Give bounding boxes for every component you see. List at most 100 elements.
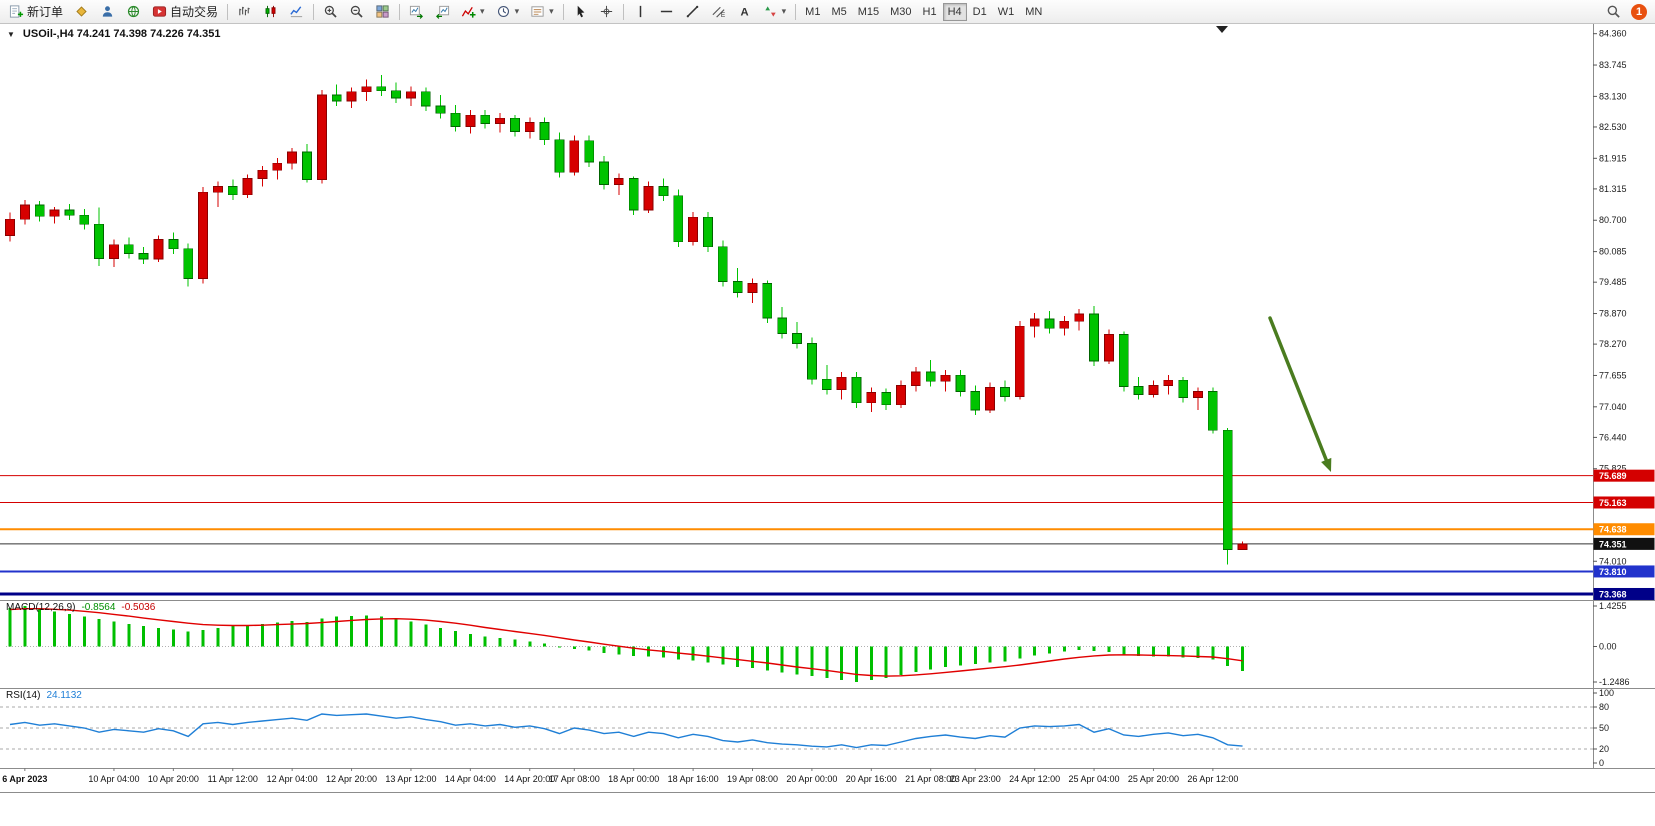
auto-scroll-button[interactable] [404, 1, 429, 23]
rsi-value: 24.1132 [46, 690, 82, 701]
timeframe-button-h4[interactable]: H4 [942, 2, 967, 21]
candle [1029, 313, 1040, 338]
notification-badge[interactable]: 1 [1631, 3, 1647, 20]
macd-indicator-label: MACD(12,26,9) -0.8564 -0.5036 [6, 602, 155, 613]
candle [183, 243, 194, 287]
candle [524, 117, 535, 139]
new-order-icon [9, 5, 24, 18]
bar-chart-button[interactable] [232, 1, 257, 23]
rsi-scale-label: 80 [1599, 702, 1609, 712]
vertical-line-button[interactable] [628, 1, 653, 23]
candle [643, 181, 654, 214]
zoom-in-icon [324, 5, 337, 18]
price-scale-label: 83.745 [1599, 60, 1627, 70]
price-scale-label: 75.825 [1599, 464, 1627, 474]
time-axis-label: 20 Apr 00:00 [786, 774, 837, 784]
market-watch-button[interactable] [95, 1, 120, 23]
auto-trading-button[interactable]: 自动交易 [147, 1, 223, 23]
candle [777, 306, 788, 339]
rsi-indicator-label: RSI(14) 24.1132 [6, 690, 82, 701]
line-chart-button[interactable] [284, 1, 309, 23]
rsi-scale-label: 100 [1599, 688, 1614, 698]
trendline-button[interactable] [680, 1, 705, 23]
chevron-down-icon: ▾ [549, 6, 554, 16]
price-badge: 73.810 [1593, 565, 1655, 578]
rsi-line [9, 713, 1243, 749]
zoom-in-button[interactable] [318, 1, 343, 23]
arrows-button[interactable]: ▾ [758, 1, 792, 23]
time-axis-label: 26 Apr 12:00 [1187, 774, 1238, 784]
indicators-button[interactable]: ▾ [456, 1, 490, 23]
svg-text:73.368: 73.368 [1599, 589, 1627, 599]
macd-scale-label: -1.2486 [1599, 677, 1630, 687]
candle [316, 89, 327, 184]
auto-trading-button-label: 自动交易 [170, 5, 219, 19]
charts-profile-button[interactable] [69, 1, 94, 23]
person-icon [102, 6, 113, 17]
candle [1014, 321, 1025, 400]
candle [138, 246, 149, 265]
charts-profile-icon [76, 6, 87, 17]
collapse-triangle-icon[interactable]: ▼ [7, 30, 15, 39]
price-badge: 74.638 [1593, 523, 1655, 536]
time-axis-label: 25 Apr 20:00 [1128, 774, 1179, 784]
timeframe-button-m1[interactable]: M1 [805, 5, 821, 18]
candle [703, 212, 713, 252]
candle [599, 156, 609, 190]
templates-button[interactable]: ▾ [525, 1, 559, 23]
price-scale-label: 81.915 [1599, 153, 1627, 163]
zoom-out-icon [350, 5, 363, 18]
timeframe-button-m30[interactable]: M30 [890, 5, 912, 18]
new-order-button-label: 新订单 [27, 5, 64, 19]
candle [985, 382, 995, 413]
zoom-out-button[interactable] [344, 1, 369, 23]
bar-chart-icon [239, 6, 250, 16]
candle [435, 94, 446, 119]
candle [1237, 541, 1248, 551]
timeframe-button-m15[interactable]: M15 [857, 5, 880, 18]
new-order-button[interactable]: 新订单 [4, 1, 68, 23]
crosshair-button[interactable] [594, 1, 619, 23]
toolbar-separator [795, 3, 797, 20]
price-scale-label: 83.130 [1599, 91, 1627, 101]
search-button[interactable] [1601, 1, 1626, 23]
candle [153, 235, 164, 263]
candle [732, 268, 743, 298]
timeframe-button-m5[interactable]: M5 [831, 5, 847, 18]
candle [747, 278, 758, 303]
grid-icon [376, 5, 389, 18]
svg-text:75.163: 75.163 [1599, 498, 1627, 508]
bar-shift-marker[interactable] [1216, 26, 1228, 33]
candles-series [5, 74, 1248, 565]
line-chart-icon [290, 6, 303, 18]
strategy-tester-button[interactable] [121, 1, 146, 23]
horizontal-line-button[interactable] [654, 1, 679, 23]
candle [64, 203, 75, 221]
candle [762, 280, 773, 324]
candle [257, 166, 268, 187]
timeframe-button-w1[interactable]: W1 [997, 5, 1015, 18]
price-badge: 75.689 [1593, 469, 1655, 482]
equidistant-channel-button[interactable]: E [706, 1, 731, 23]
trend-arrow-annotation[interactable] [1268, 316, 1332, 472]
channel-icon: E [712, 6, 725, 19]
timeframe-button-d1[interactable]: D1 [972, 5, 987, 18]
text-label-button[interactable]: A [732, 1, 757, 23]
time-axis-label: 20 Apr 16:00 [846, 774, 897, 784]
tile-windows-button[interactable] [370, 1, 395, 23]
time-axis-label: 19 Apr 08:00 [727, 774, 778, 784]
chart-shift-button[interactable] [430, 1, 455, 23]
candle [1074, 308, 1085, 331]
candle [881, 388, 892, 410]
candle [1148, 380, 1159, 398]
candlestick-chart-button[interactable] [258, 1, 283, 23]
toolbar-separator [562, 3, 564, 20]
cursor-button[interactable] [568, 1, 593, 23]
timeframe-button-mn[interactable]: MN [1025, 5, 1043, 18]
macd-main-value: -0.8564 [81, 602, 116, 613]
timeframe-button-h1[interactable]: H1 [922, 5, 937, 18]
periods-button[interactable]: ▾ [491, 1, 525, 23]
price-scale-label: 81.315 [1599, 184, 1627, 194]
candle [1133, 377, 1144, 400]
time-axis-label: 12 Apr 20:00 [326, 774, 377, 784]
